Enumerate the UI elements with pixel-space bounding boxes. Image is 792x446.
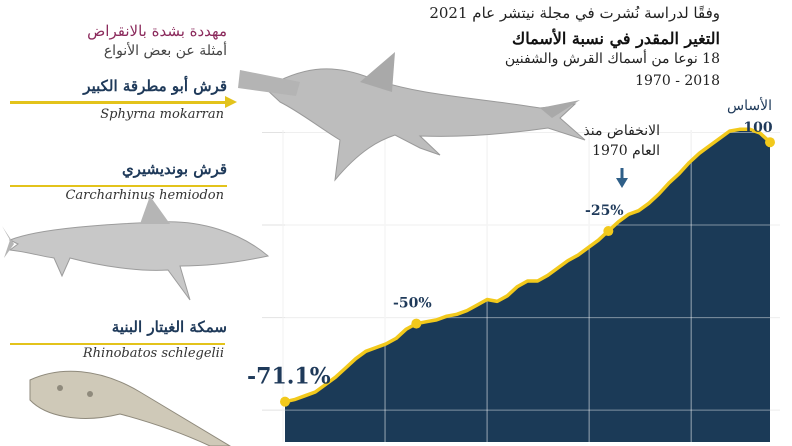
species-name-hammerhead: قرش أبو مطرقة الكبير xyxy=(83,77,227,95)
series-line xyxy=(284,127,772,404)
data-point xyxy=(280,396,290,407)
panel-subtitle: أمثلة عن بعض الأنواع xyxy=(103,43,227,59)
guitarfish-icon xyxy=(29,370,231,446)
requiem-shark-icon xyxy=(2,196,270,301)
species-latin-pondicherry: Carcharhinus hemiodon xyxy=(65,188,224,203)
species-underline xyxy=(10,343,225,345)
species-latin-hammerhead: Sphyrna mokarran xyxy=(100,107,224,122)
panel-title: مهددة بشدة بالانقراض xyxy=(87,22,227,40)
down-arrow-icon xyxy=(616,178,628,188)
gridlines-over-area xyxy=(282,130,780,442)
data-points xyxy=(280,137,775,407)
data-point xyxy=(603,226,614,237)
data-labels: -71.1% -50% -25% 100 xyxy=(247,120,773,389)
chart-title: التغير المقدر في نسبة الأسماك xyxy=(512,29,720,48)
chart-subtitle: 18 نوعا من أسماك القرش والشفنين xyxy=(504,51,720,67)
source-note: وفقًا لدراسة نُشرت في مجلة نيتشر عام 202… xyxy=(429,4,720,22)
data-label: -25% xyxy=(585,203,624,219)
species-underline xyxy=(10,185,227,187)
species-name-guitarfish: سمكة الغيتار البنية xyxy=(111,318,227,336)
species-name-pondicherry: قرش بونديشيري xyxy=(121,160,227,178)
annotation-text: الانخفاض منذ العام 1970 xyxy=(583,123,660,159)
data-label: 100 xyxy=(743,120,772,136)
data-label: -50% xyxy=(393,296,432,312)
data-point xyxy=(411,318,422,329)
hammerhead-shark-icon xyxy=(238,52,586,182)
pointer-arrow-icon xyxy=(225,96,237,108)
data-label: -71.1% xyxy=(247,364,331,390)
chart-period: 1970 - 2018 xyxy=(635,73,720,89)
species-latin-guitarfish: Rhinobatos schlegelii xyxy=(82,346,224,361)
data-point xyxy=(765,137,775,148)
area-fill xyxy=(285,129,770,443)
baseline-label: الأساس xyxy=(727,98,772,114)
